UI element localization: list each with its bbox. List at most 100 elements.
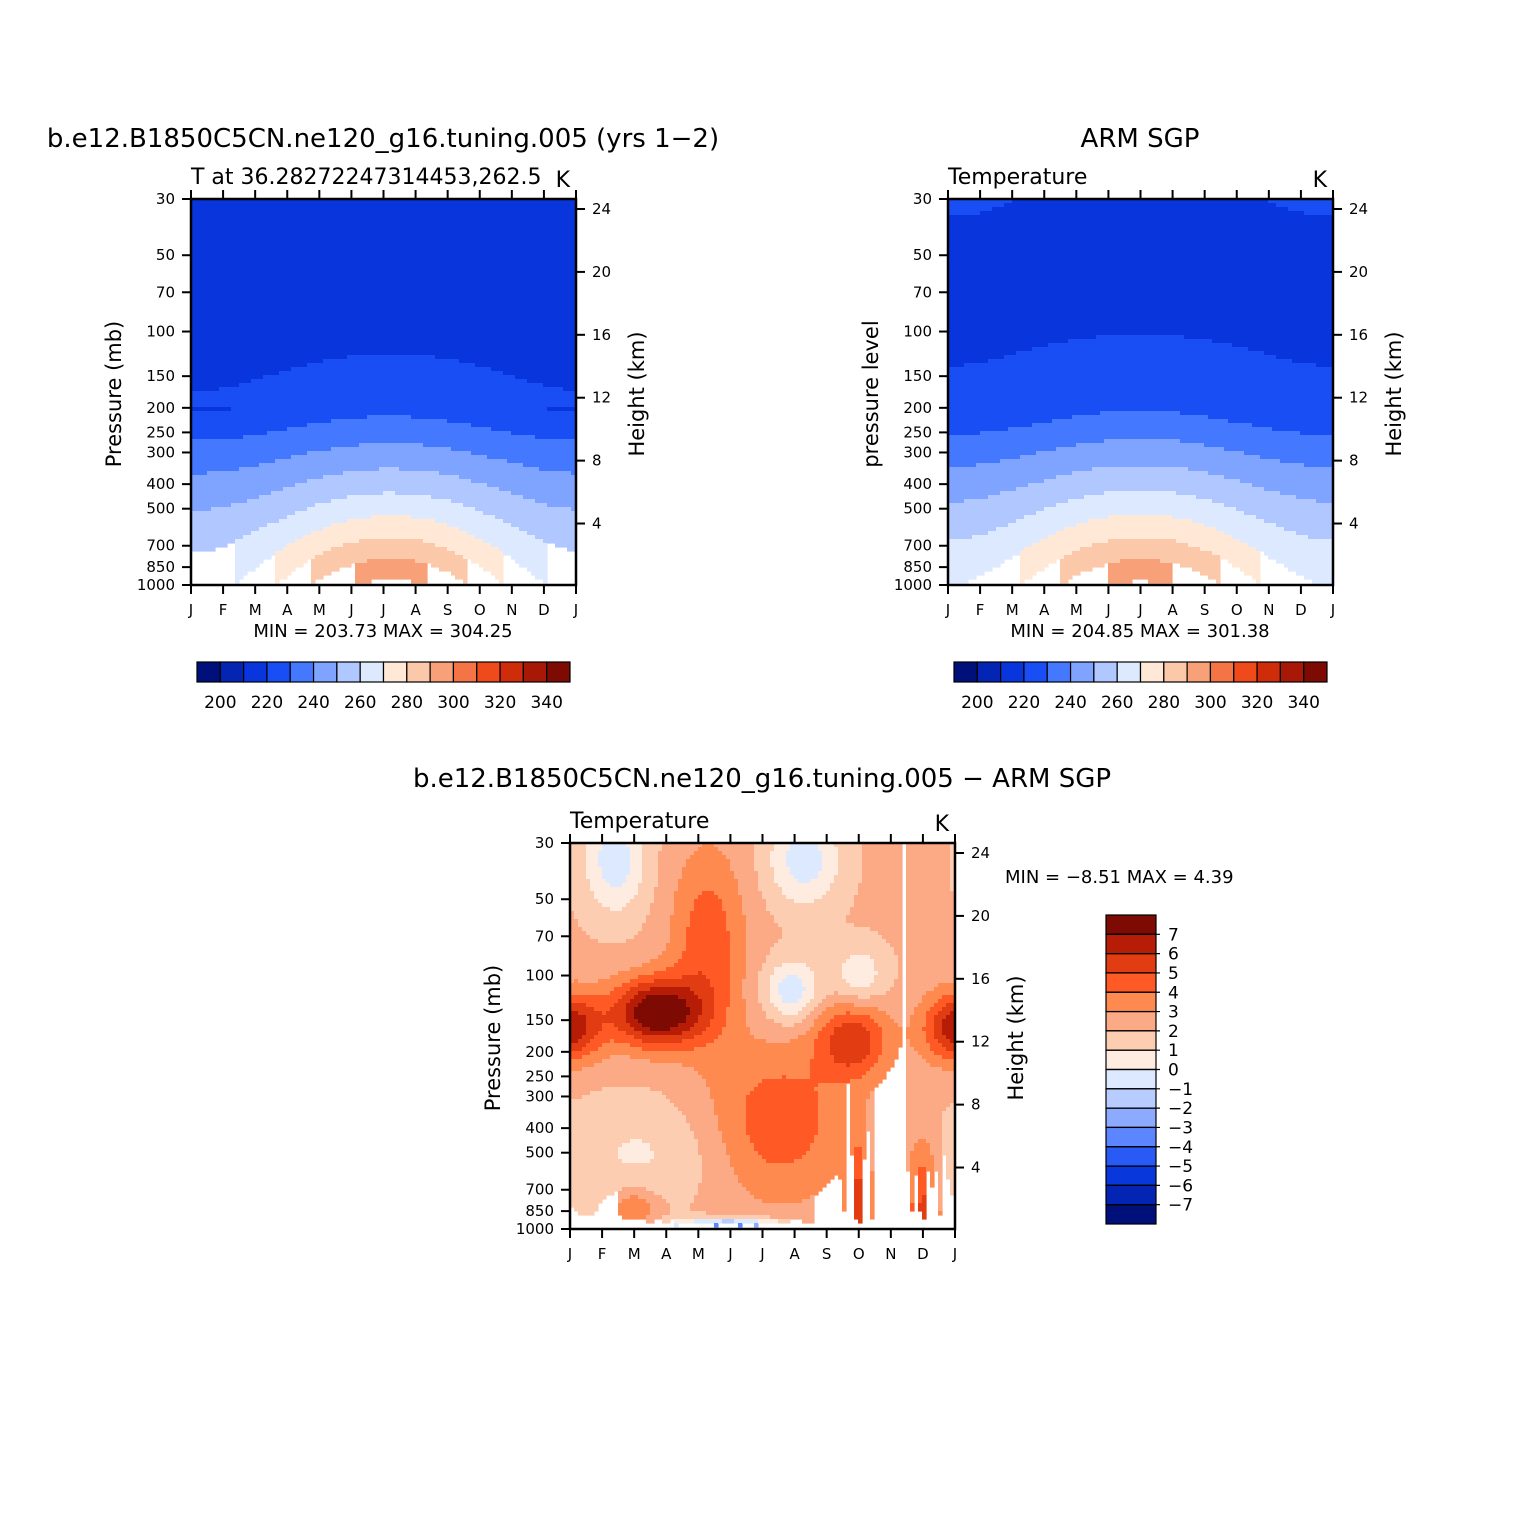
model-cell: [207, 407, 212, 412]
diff-cell: [850, 907, 855, 924]
model-cell: [391, 355, 396, 416]
diff-colorbar-label: 2: [1168, 1022, 1179, 1042]
obs-cell: [1032, 543, 1037, 576]
diff-cell: [686, 1123, 691, 1220]
obs-cell: [968, 363, 973, 436]
diff-cell: [590, 1051, 595, 1068]
diff-cell: [950, 995, 955, 1004]
obs-cell: [1164, 539, 1169, 564]
obs-cell: [1208, 499, 1213, 528]
model-cell: [547, 439, 552, 472]
model-cell: [363, 495, 368, 520]
model-cell: [315, 451, 320, 480]
obs-cell: [948, 539, 953, 584]
model-cell: [567, 407, 572, 412]
diff-cell: [774, 1043, 779, 1080]
obs-cell: [1116, 491, 1121, 516]
diff-cell: [706, 979, 711, 1028]
diff-cell: [634, 1187, 639, 1196]
diff-cell: [710, 1019, 715, 1044]
diff-cell: [838, 1003, 843, 1016]
diff-cell: [950, 1051, 955, 1060]
model-cell: [487, 427, 492, 460]
diff-cell: [866, 1015, 871, 1032]
diff-cell: [934, 1067, 939, 1172]
diff-cell: [762, 1011, 767, 1040]
diff-cell: [842, 979, 847, 996]
model-cell: [343, 471, 348, 500]
model-cell: [319, 555, 324, 580]
diff-cell: [602, 1087, 607, 1200]
model-cell: [411, 199, 416, 356]
diff-cell: [918, 843, 923, 1004]
obs-cell: [1024, 427, 1029, 456]
diff-cell: [666, 995, 671, 1032]
diff-cell: [634, 1019, 639, 1032]
model-cell: [403, 415, 408, 444]
obs-cell: [1316, 539, 1321, 584]
obs-cell: [1168, 467, 1173, 492]
diff-cell: [570, 995, 575, 1004]
diff-cell: [618, 887, 623, 912]
diff-cell: [758, 1199, 763, 1216]
obs-cell: [1136, 491, 1141, 516]
model-cell: [519, 379, 524, 436]
model-cell: [463, 507, 468, 532]
model-cell: [403, 355, 408, 416]
diff-cell: [578, 1071, 583, 1100]
diff-cell: [670, 915, 675, 968]
diff-cell: [746, 1191, 751, 1216]
model-colorbar-label: 280: [391, 693, 423, 713]
diff-cell: [694, 1023, 699, 1036]
diff-cell: [810, 843, 815, 880]
diff-ytick-label: 300: [525, 1087, 554, 1105]
diff-cell: [634, 967, 639, 980]
obs-cell: [1280, 431, 1285, 464]
obs-cell: [1292, 199, 1297, 212]
obs-cell: [996, 199, 1001, 208]
obs-cell: [1264, 427, 1269, 460]
diff-cell: [666, 967, 671, 980]
diff-cell: [646, 843, 651, 916]
diff-cell: [678, 1063, 683, 1112]
obs-cell: [1096, 443, 1101, 468]
diff-cell: [854, 1063, 859, 1080]
model-cell: [203, 475, 208, 512]
diff-cell: [618, 999, 623, 1032]
diff-cell: [766, 1019, 771, 1044]
obs-cell: [1100, 467, 1105, 496]
model-cell: [199, 411, 204, 440]
model-cell: [343, 447, 348, 472]
diff-cell: [774, 1163, 779, 1204]
diff-cell: [942, 1047, 947, 1060]
obs-cell: [1252, 487, 1257, 516]
obs-xtick-label: J: [1137, 601, 1142, 619]
diff-cell: [830, 1055, 835, 1084]
diff-cell: [622, 995, 627, 1032]
diff-minmax: MIN = −8.51 MAX = 4.39: [1005, 867, 1234, 888]
obs-cell: [968, 539, 973, 580]
model-cell: [255, 379, 260, 436]
obs-cell: [972, 363, 977, 436]
diff-cell: [914, 1143, 919, 1176]
model-colorbar-label: 300: [437, 693, 469, 713]
model-cell: [547, 507, 552, 544]
diff-cell: [866, 927, 871, 956]
model-cell: [447, 475, 452, 500]
diff-cell: [578, 983, 583, 996]
obs-cell: [1256, 427, 1261, 456]
obs-cell: [1104, 411, 1109, 440]
diff-cell: [766, 1219, 771, 1224]
obs-cell: [1072, 527, 1077, 552]
model-cell: [519, 199, 524, 380]
model-cell: [275, 459, 280, 492]
diff-cell: [734, 843, 739, 880]
diff-cell: [590, 995, 595, 1008]
obs-cell: [1232, 451, 1237, 480]
obs-cell: [1096, 543, 1101, 568]
model-cell: [343, 419, 348, 448]
diff-cell: [670, 1035, 675, 1044]
diff-cell: [614, 987, 619, 1004]
diff-cell: [742, 979, 747, 1000]
obs-cell: [1280, 495, 1285, 528]
